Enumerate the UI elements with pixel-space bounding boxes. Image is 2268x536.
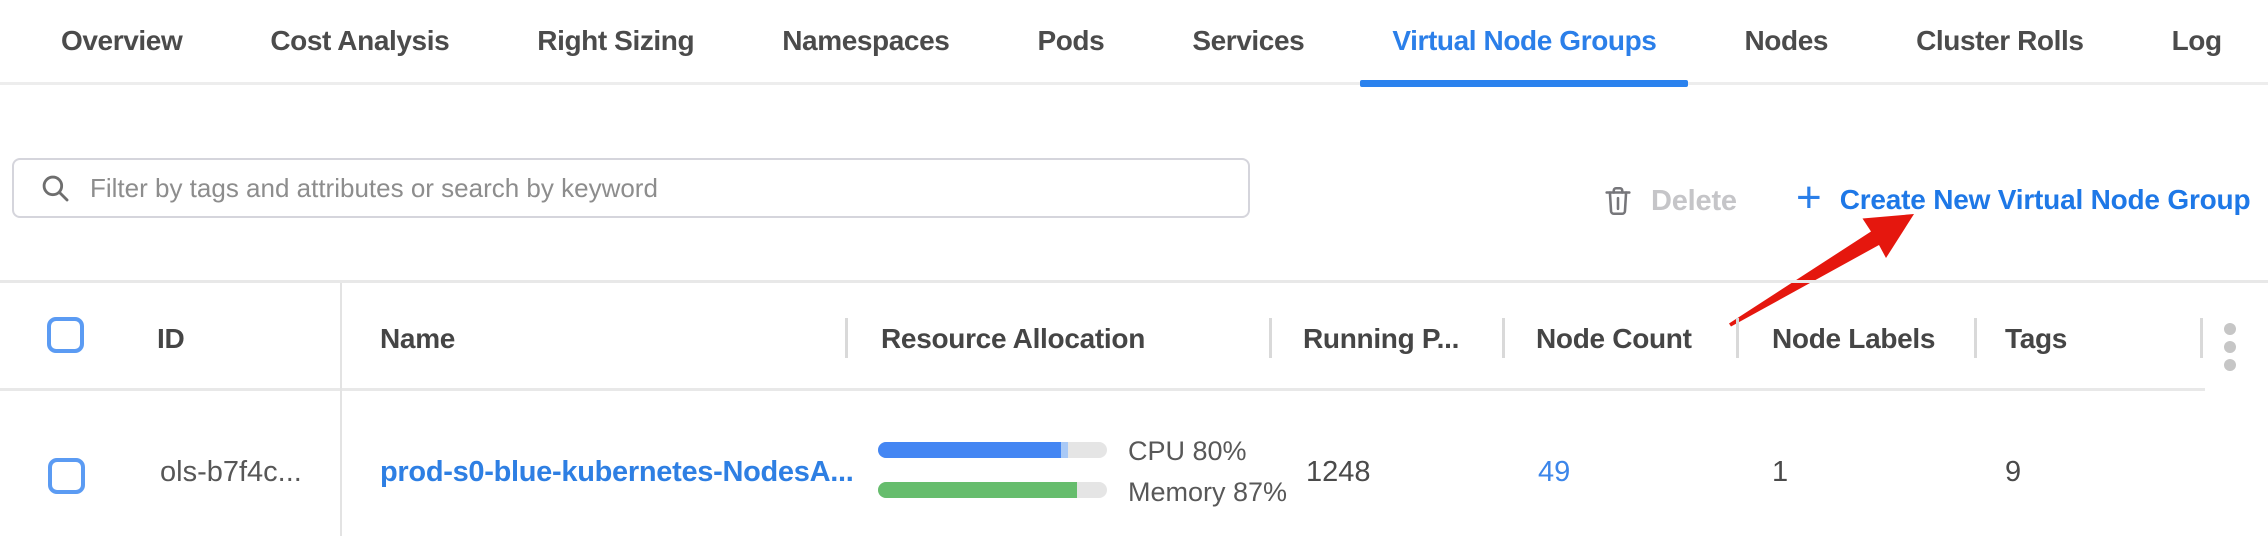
column-header-node-count[interactable]: Node Count bbox=[1536, 323, 1692, 354]
kebab-dot bbox=[2224, 323, 2236, 335]
cpu-usage-fill bbox=[878, 442, 1062, 458]
row-running-pods: 1248 bbox=[1306, 456, 1371, 488]
memory-usage-label: Memory 87% bbox=[1128, 477, 1288, 507]
filter-box bbox=[12, 158, 1250, 218]
row-node-labels: 1 bbox=[1772, 456, 1789, 488]
cpu-usage-tip bbox=[1061, 442, 1069, 458]
row-checkbox[interactable] bbox=[48, 458, 85, 494]
memory-usage-bar bbox=[878, 482, 1107, 498]
tab-cost-analysis[interactable]: Cost Analysis bbox=[270, 25, 450, 56]
row-node-count-link[interactable]: 49 bbox=[1538, 456, 1571, 488]
tab-right-sizing[interactable]: Right Sizing bbox=[537, 25, 695, 56]
create-label: Create New Virtual Node Group bbox=[1839, 184, 2251, 215]
delete-button[interactable]: Delete bbox=[1601, 180, 1737, 222]
memory-usage-fill bbox=[878, 482, 1078, 498]
tab-overview[interactable]: Overview bbox=[61, 25, 183, 56]
column-header-node-labels[interactable]: Node Labels bbox=[1772, 323, 1936, 354]
header-divider bbox=[2200, 318, 2203, 358]
column-header-resource-allocation[interactable]: Resource Allocation bbox=[881, 323, 1145, 354]
id-column-divider bbox=[340, 283, 342, 536]
kebab-dot bbox=[2224, 341, 2236, 353]
table-header-bottom-border bbox=[0, 388, 2205, 391]
column-header-running-pods[interactable]: Running P... bbox=[1303, 323, 1460, 354]
tab-log[interactable]: Log bbox=[2171, 25, 2223, 56]
tab-services[interactable]: Services bbox=[1192, 25, 1305, 56]
column-header-name[interactable]: Name bbox=[380, 323, 456, 354]
select-all-checkbox[interactable] bbox=[47, 317, 84, 353]
tab-virtual-node-groups[interactable]: Virtual Node Groups bbox=[1360, 0, 1689, 87]
row-tags: 9 bbox=[2005, 456, 2022, 488]
create-new-virtual-node-group-button[interactable]: + Create New Virtual Node Group bbox=[1796, 172, 2251, 222]
tab-namespaces[interactable]: Namespaces bbox=[782, 25, 950, 56]
header-divider bbox=[1736, 318, 1739, 358]
kebab-dot bbox=[2224, 359, 2236, 371]
header-divider bbox=[845, 318, 848, 358]
table-top-border bbox=[0, 280, 2268, 283]
delete-label: Delete bbox=[1651, 184, 1737, 217]
header-divider bbox=[1269, 318, 1272, 358]
column-settings-kebab-icon[interactable] bbox=[2222, 321, 2238, 373]
row-name-link[interactable]: prod-s0-blue-kubernetes-NodesA... bbox=[380, 456, 854, 488]
cpu-usage-bar bbox=[878, 442, 1107, 458]
cpu-usage-label: CPU 80% bbox=[1128, 436, 1247, 466]
tab-nodes[interactable]: Nodes bbox=[1744, 25, 1829, 56]
search-icon bbox=[42, 175, 69, 202]
row-id: ols-b7f4c... bbox=[160, 456, 302, 488]
tab-bar: Overview Cost Analysis Right Sizing Name… bbox=[0, 0, 2268, 87]
column-header-id[interactable]: ID bbox=[157, 323, 185, 354]
header-divider bbox=[1502, 318, 1505, 358]
header-divider bbox=[1974, 318, 1977, 358]
tab-cluster-rolls[interactable]: Cluster Rolls bbox=[1916, 25, 2084, 56]
tab-pods[interactable]: Pods bbox=[1037, 25, 1105, 56]
plus-icon: + bbox=[1796, 172, 1822, 222]
column-header-tags[interactable]: Tags bbox=[2005, 323, 2068, 354]
filter-input[interactable] bbox=[90, 160, 1248, 216]
trash-icon bbox=[1605, 186, 1631, 216]
